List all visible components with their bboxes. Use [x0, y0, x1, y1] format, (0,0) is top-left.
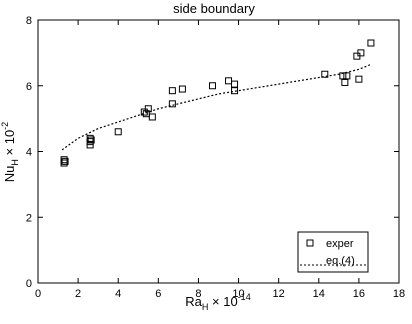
marker [321, 70, 329, 78]
x-tick-label: 10 [232, 288, 244, 300]
x-tick-label: 16 [353, 288, 365, 300]
marker [178, 85, 186, 93]
marker [231, 87, 239, 95]
x-tick-label: 6 [155, 288, 161, 300]
x-tick-label: 0 [35, 288, 41, 300]
marker [343, 72, 351, 80]
x-tick-label: 8 [195, 288, 201, 300]
y-label-base: Nu [2, 166, 17, 183]
marker [225, 77, 233, 85]
y-tick-label: 2 [26, 212, 32, 224]
legend-label: eq.(4) [326, 255, 355, 267]
marker [367, 39, 375, 47]
y-tick-label: 4 [26, 147, 32, 159]
marker [60, 159, 68, 167]
marker [341, 78, 349, 86]
y-axis-label: NuH × 10-2 [0, 122, 20, 182]
marker [168, 100, 176, 108]
marker [144, 105, 152, 113]
y-label-sup: -2 [0, 122, 10, 130]
x-tick-label: 2 [75, 288, 81, 300]
marker [208, 82, 216, 90]
chart-title: side boundary [173, 1, 255, 16]
x-label-base: Ra [185, 294, 202, 309]
x-label-times: × 10 [208, 294, 237, 309]
legend-marker [306, 239, 314, 247]
marker [357, 49, 365, 57]
marker [61, 157, 69, 165]
marker [148, 113, 156, 121]
marker [87, 136, 95, 144]
x-tick-label: 4 [115, 288, 121, 300]
marker [168, 87, 176, 95]
x-tick-label: 14 [313, 288, 325, 300]
y-tick-label: 6 [26, 81, 32, 93]
y-tick-label: 8 [26, 15, 32, 27]
marker [355, 75, 363, 83]
y-tick-label: 0 [26, 278, 32, 290]
x-axis-label: RaH × 10-14 [185, 292, 250, 312]
marker [114, 128, 122, 136]
x-label-sub: H [202, 302, 209, 312]
y-label-times: × 10 [2, 130, 17, 159]
fit-line [61, 63, 372, 151]
x-tick-label: 12 [273, 288, 285, 300]
marker [86, 141, 94, 149]
x-tick-label: 18 [393, 288, 405, 300]
legend-label: exper [326, 238, 354, 250]
y-label-sub: H [10, 159, 20, 166]
x-label-sup: -14 [238, 292, 251, 302]
marker [231, 80, 239, 88]
